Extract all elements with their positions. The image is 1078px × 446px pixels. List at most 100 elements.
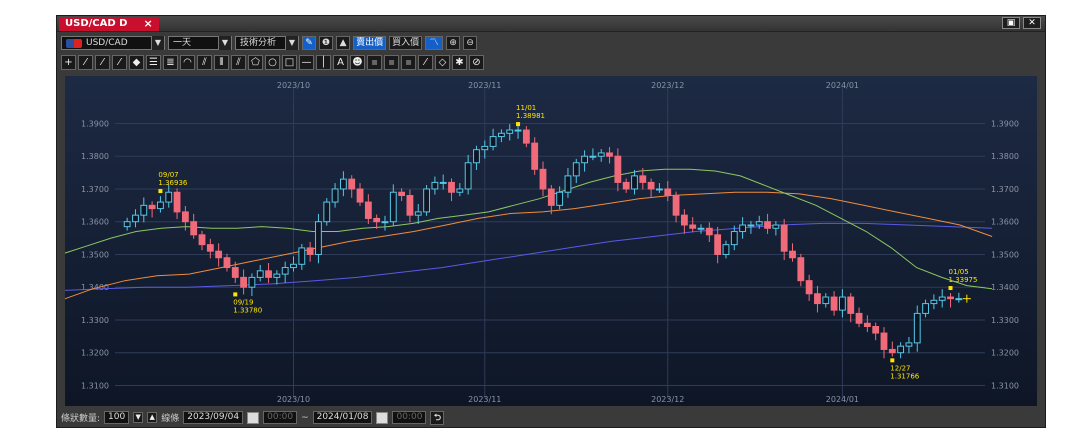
start-date-input[interactable]: 2023/09/04 — [183, 411, 244, 424]
x-tick-label: 2023/12 — [651, 81, 684, 90]
chart-tab[interactable]: USD/CAD D × — [59, 17, 159, 31]
annotation-marker — [516, 122, 521, 127]
timeframe-select[interactable]: 一天 ▼ — [168, 36, 232, 50]
candle-body — [181, 211, 189, 223]
zoom-out-icon[interactable]: ⊖ — [463, 36, 478, 50]
pen-icon[interactable]: ⁄ — [418, 55, 433, 70]
candle-body — [157, 201, 164, 210]
pitchfork-icon[interactable]: ⫽ — [231, 55, 246, 70]
settings-icon[interactable]: ✱ — [452, 55, 467, 70]
info-icon[interactable]: ❶ — [319, 36, 334, 50]
candle-body — [256, 270, 264, 278]
vertical-line-icon[interactable]: │ — [316, 55, 331, 70]
candle-body — [481, 145, 489, 151]
candle-body — [897, 345, 905, 354]
candlestick-chart: 1.3100 1.3100 1.3200 1.3200 1.3300 1.3300 1.34… — [60, 76, 1037, 406]
zoom-in-icon[interactable]: ⊕ — [446, 36, 461, 50]
x-tick-label: 2023/11 — [468, 395, 501, 404]
bar-count-input[interactable]: 100 — [104, 411, 130, 424]
annotation-marker — [890, 358, 895, 363]
annotation-value: 1.31766 — [890, 372, 919, 380]
horizontal-lines-icon[interactable]: ☰ — [146, 55, 161, 70]
increment-icon[interactable]: ▲ — [147, 412, 158, 423]
chevron-down-icon: ▼ — [285, 36, 298, 50]
y-tick-label: 1.3200 — [81, 349, 109, 358]
close-window-icon[interactable]: ✕ — [1023, 17, 1041, 29]
y-tick-label: 1.3600 — [991, 218, 1019, 227]
candle-body — [414, 211, 422, 216]
refresh-button[interactable]: ⮌ — [430, 410, 445, 425]
decrement-icon[interactable]: ▼ — [133, 412, 144, 423]
candle-body — [506, 129, 514, 134]
end-date-input[interactable]: 2024/01/08 — [312, 411, 373, 424]
window-controls: ▣ ✕ — [1002, 17, 1041, 29]
text-icon[interactable]: A — [333, 55, 348, 70]
calendar-icon[interactable] — [247, 411, 260, 424]
ray-icon[interactable]: ⁄ — [95, 55, 110, 70]
y-tick-label: 1.3500 — [991, 250, 1019, 259]
ma-long-line — [60, 222, 993, 291]
candle-body — [905, 342, 913, 347]
candle-body — [398, 191, 406, 197]
crosshair-icon[interactable]: + — [61, 55, 76, 70]
analysis-select[interactable]: 技術分析 ▼ — [235, 36, 299, 50]
range-separator: ~ — [301, 412, 309, 423]
candle-body — [797, 257, 805, 282]
calendar-icon[interactable] — [376, 411, 389, 424]
eraser-tool-icon[interactable]: ◇ — [435, 55, 450, 70]
candle-body — [547, 188, 555, 206]
pencil-icon[interactable]: ✎ — [302, 36, 316, 50]
candle-body — [456, 188, 464, 193]
flag-icon — [66, 38, 82, 48]
magnet-icon[interactable]: ⊘ — [469, 55, 484, 70]
arc-icon[interactable]: ◠ — [180, 55, 195, 70]
candle-body — [938, 296, 946, 301]
x-tick-label: 2023/12 — [651, 395, 684, 404]
buy-price-button[interactable]: 買入價 — [389, 36, 423, 50]
candle-body — [348, 178, 356, 190]
candle-body — [930, 299, 938, 305]
y-tick-label: 1.3800 — [81, 152, 109, 161]
candle-body — [356, 188, 364, 203]
candle-body — [240, 276, 248, 288]
sell-price-button[interactable]: 賣出價 — [353, 36, 387, 50]
bottom-bar: 條狀數量: 100 ▼ ▲ 線條 2023/09/04 00:00 ~ 2024… — [61, 410, 445, 425]
horizontal-line-icon[interactable]: — — [299, 55, 314, 70]
pentagon-icon[interactable]: ⬠ — [248, 55, 263, 70]
trendline-icon[interactable]: ⁄ — [78, 55, 93, 70]
start-time-input: 00:00 — [263, 411, 298, 424]
fan-icon[interactable]: ⫽ — [197, 55, 212, 70]
icon-tool-icon[interactable]: ☻ — [350, 55, 365, 70]
vertical-lines-icon[interactable]: ⦀ — [214, 55, 229, 70]
candle-body — [489, 136, 497, 147]
candle-body — [389, 191, 397, 223]
ruler-icon[interactable]: ◆ — [129, 55, 144, 70]
annotation-value: 1.36936 — [158, 179, 187, 187]
candle-body — [722, 244, 730, 255]
y-tick-label: 1.3600 — [81, 218, 109, 227]
price-chart[interactable]: 1.3100 1.3100 1.3200 1.3200 1.3300 1.3300 1.34… — [60, 76, 1037, 406]
channel-icon[interactable]: ≣ — [163, 55, 178, 70]
y-tick-label: 1.3500 — [81, 250, 109, 259]
candle-body — [423, 188, 430, 213]
arrow-line-icon[interactable]: ⁄ — [112, 55, 127, 70]
eraser-icon[interactable]: ▪ — [367, 55, 382, 70]
candle-body — [223, 257, 231, 269]
candle-body — [664, 188, 672, 197]
candle-body — [206, 244, 214, 252]
annotation-marker — [948, 286, 953, 291]
chart-type-icon[interactable]: 〽 — [425, 36, 444, 50]
symbol-select[interactable]: USD/CAD ▼ — [61, 36, 165, 50]
candle-body — [564, 175, 572, 193]
rectangle-icon[interactable]: □ — [282, 55, 297, 70]
restore-icon[interactable]: ▣ — [1002, 17, 1020, 29]
delete-icon[interactable]: ▪ — [384, 55, 399, 70]
circle-icon[interactable]: ○ — [265, 55, 280, 70]
close-icon[interactable]: × — [143, 17, 153, 30]
candle-body — [406, 195, 414, 216]
candle-body — [339, 178, 347, 190]
copy-icon[interactable]: ▪ — [401, 55, 416, 70]
y-tick-label: 1.3100 — [81, 381, 109, 390]
candle-body — [855, 312, 863, 324]
mountain-icon[interactable]: ▲ — [336, 36, 351, 50]
